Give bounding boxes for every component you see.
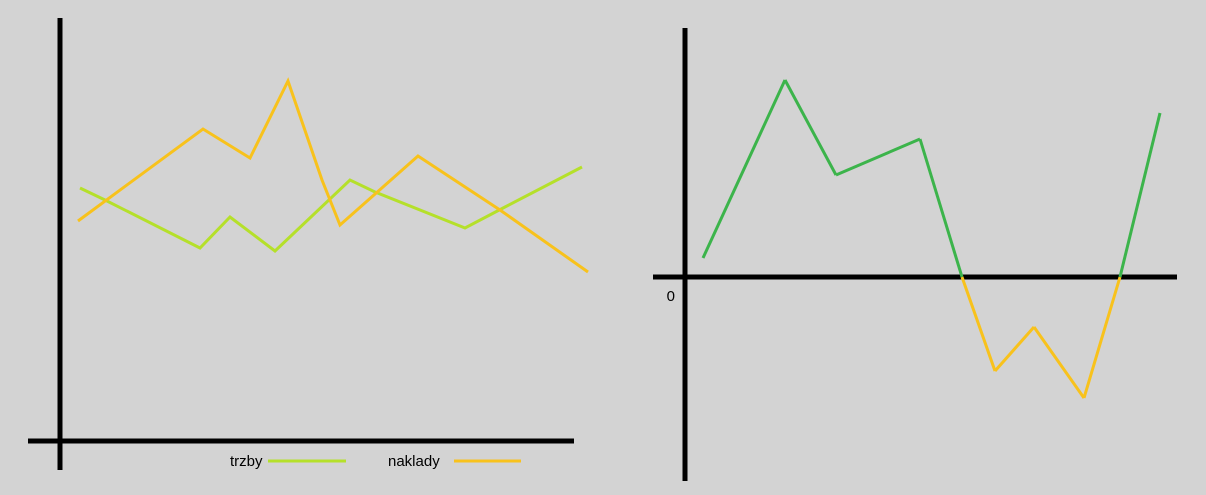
series-line bbox=[77, 77, 589, 274]
line-segment bbox=[701, 79, 787, 259]
line-segment bbox=[993, 326, 1036, 372]
line-segment bbox=[1082, 276, 1122, 399]
line-segment bbox=[1032, 326, 1086, 399]
legend-label: naklady bbox=[388, 453, 440, 470]
line-segment bbox=[918, 138, 964, 278]
line-segment bbox=[1118, 112, 1162, 278]
line-segment bbox=[835, 137, 921, 177]
line-segment bbox=[960, 276, 997, 372]
line-segment bbox=[783, 79, 838, 176]
legend-label: trzby bbox=[230, 453, 263, 470]
series-line bbox=[79, 165, 583, 253]
y-tick-label: 0 bbox=[667, 288, 675, 305]
